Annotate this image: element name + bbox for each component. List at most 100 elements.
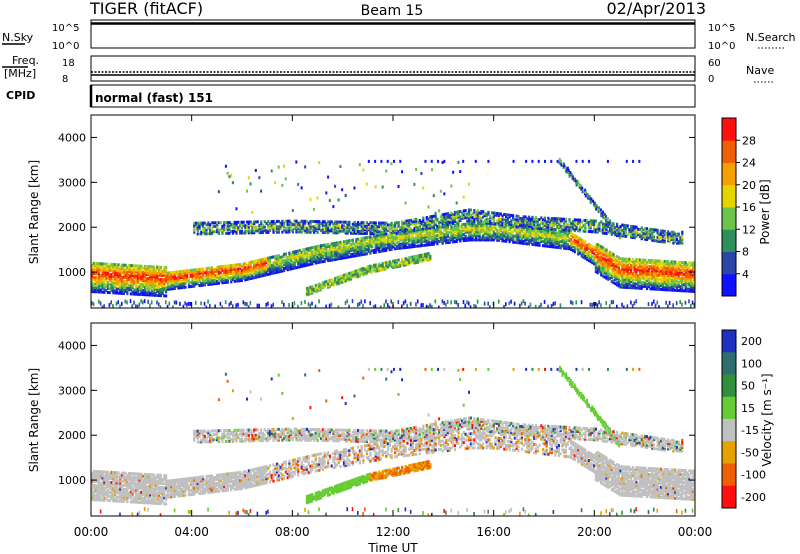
range-gate-cell: [161, 280, 164, 284]
range-gate-cell: [399, 236, 402, 240]
range-gate-cell: [531, 219, 534, 223]
range-gate-cell: [312, 229, 316, 233]
range-gate-cell: [670, 264, 673, 268]
range-gate-cell: [482, 238, 485, 242]
range-gate-cell: [628, 284, 631, 288]
range-gate-cell: [452, 170, 455, 174]
range-gate-cell: [323, 225, 326, 229]
range-gate-cell: [127, 288, 131, 292]
range-gate-cell: [304, 262, 307, 266]
range-gate-cell: [321, 260, 324, 264]
range-gate-cell: [332, 282, 335, 286]
range-gate-cell: [446, 224, 450, 228]
range-gate-cell: [281, 223, 284, 227]
range-gate-cell: [615, 259, 619, 263]
range-gate-cell: [131, 292, 134, 296]
range-gate-cell: [483, 228, 487, 232]
range-gate-cell: [557, 217, 561, 221]
range-gate-cell: [607, 263, 610, 267]
range-gate-cell: [637, 280, 640, 284]
range-gate-cell: [120, 267, 124, 271]
range-gate-cell: [119, 289, 122, 293]
range-gate-cell: [334, 245, 337, 249]
range-gate-cell: [614, 268, 617, 272]
range-gate-cell: [497, 212, 501, 216]
range-gate-cell: [381, 235, 384, 239]
range-gate-cell: [360, 243, 363, 247]
range-gate-cell: [279, 255, 282, 259]
range-gate-cell: [633, 232, 636, 236]
range-gate-cell: [628, 286, 631, 290]
range-gate-cell: [291, 250, 295, 254]
range-gate-cell: [483, 236, 487, 240]
range-gate-cell: [547, 304, 549, 308]
range-gate-cell: [490, 236, 494, 240]
range-gate-cell: [656, 285, 659, 289]
range-gate-cell: [98, 299, 100, 304]
range-gate-cell: [647, 281, 650, 285]
range-gate-cell: [418, 232, 421, 236]
range-gate-cell: [501, 231, 504, 235]
range-gate-cell: [651, 271, 654, 275]
range-gate-cell: [288, 257, 291, 261]
range-gate-cell: [298, 265, 302, 269]
range-gate-cell: [406, 259, 409, 263]
range-gate-cell: [383, 249, 386, 253]
range-gate-cell: [94, 276, 97, 280]
range-gate-cell: [492, 218, 495, 222]
range-gate-cell: [667, 235, 670, 239]
range-gate-cell: [221, 267, 224, 271]
range-gate-cell: [564, 168, 567, 172]
range-gate-cell: [362, 221, 365, 225]
range-gate-cell: [168, 287, 171, 291]
range-gate-cell: [283, 254, 286, 258]
range-gate-cell: [249, 182, 252, 186]
range-gate-cell: [642, 262, 645, 266]
range-gate-cell: [314, 283, 317, 287]
range-gate-cell: [434, 219, 437, 223]
range-gate-cell: [249, 268, 252, 272]
range-gate-cell: [120, 291, 124, 295]
range-gate-cell: [101, 305, 104, 308]
range-gate-cell: [580, 300, 583, 305]
range-gate-cell: [584, 248, 587, 252]
range-gate-cell: [635, 282, 638, 286]
range-gate-cell: [157, 269, 161, 273]
range-gate-cell: [524, 240, 527, 244]
range-gate-cell: [98, 278, 101, 282]
range-gate-cell: [663, 261, 666, 265]
range-gate-cell: [554, 243, 557, 247]
range-gate-cell: [645, 277, 649, 281]
freq-bottom-tick: 8: [62, 74, 68, 85]
range-gate-cell: [339, 281, 342, 285]
range-gate-cell: [351, 246, 354, 250]
range-gate-cell: [482, 230, 485, 234]
range-gate-cell: [353, 220, 356, 224]
range-gate-cell: [342, 252, 346, 256]
range-gate-cell: [344, 249, 347, 253]
range-gate-cell: [467, 234, 471, 238]
range-gate-cell: [598, 300, 600, 305]
range-gate-cell: [164, 270, 168, 274]
range-gate-cell: [395, 238, 398, 242]
range-gate-cell: [186, 269, 189, 273]
range-gate-cell: [556, 245, 559, 249]
range-gate-cell: [374, 234, 377, 238]
range-gate-cell: [566, 230, 569, 234]
range-gate-cell: [409, 260, 413, 264]
range-gate-cell: [624, 275, 627, 279]
range-gate-cell: [325, 191, 328, 195]
range-gate-cell: [203, 275, 206, 279]
range-gate-cell: [563, 219, 566, 223]
range-gate-cell: [452, 240, 455, 244]
range-gate-cell: [490, 224, 494, 228]
range-gate-cell: [658, 281, 661, 285]
range-gate-cell: [647, 285, 650, 289]
range-gate-cell: [574, 179, 577, 183]
range-gate-cell: [394, 247, 397, 251]
range-gate-cell: [550, 227, 553, 231]
range-gate-cell: [305, 251, 309, 255]
range-gate-cell: [478, 216, 481, 220]
range-gate-cell: [205, 232, 208, 236]
range-gate-cell: [527, 215, 531, 219]
